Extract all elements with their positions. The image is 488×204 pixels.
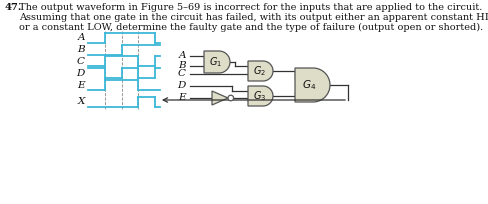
Text: 47.: 47. [5,3,22,12]
Polygon shape [212,91,228,105]
Text: E: E [179,93,186,102]
Text: Assuming that one gate in the circuit has failed, with its output either an appa: Assuming that one gate in the circuit ha… [19,13,488,22]
Text: $G_4$: $G_4$ [302,78,316,92]
Text: $G_2$: $G_2$ [253,64,266,78]
Text: A: A [179,51,186,61]
Polygon shape [248,86,273,106]
Text: A: A [78,33,85,42]
Circle shape [228,95,234,101]
Text: $G_3$: $G_3$ [253,89,266,103]
Text: B: B [179,61,186,71]
Text: X: X [78,98,85,106]
Text: D: D [178,82,186,91]
Text: D: D [77,69,85,78]
Text: E: E [78,81,85,90]
Text: The output waveform in Figure 5–69 is incorrect for the inputs that are applied : The output waveform in Figure 5–69 is in… [19,3,482,12]
Text: $G_1$: $G_1$ [209,55,222,69]
Polygon shape [295,68,330,102]
Text: B: B [78,45,85,54]
Polygon shape [248,61,273,81]
Polygon shape [204,51,230,73]
Text: C: C [77,57,85,65]
Text: or a constant LOW, determine the faulty gate and the type of failure (output ope: or a constant LOW, determine the faulty … [19,23,483,32]
Text: C: C [178,70,186,79]
